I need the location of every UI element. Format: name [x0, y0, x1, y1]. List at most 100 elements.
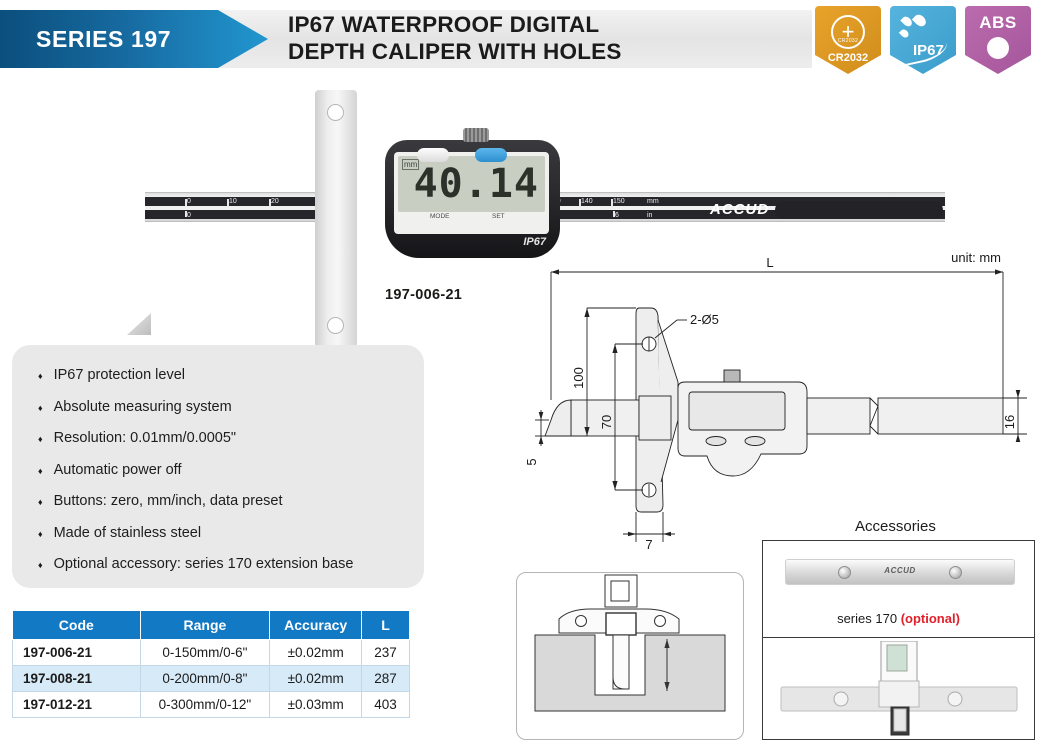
title-line-1: IP67 WATERPROOF DIGITAL [288, 12, 600, 37]
accessories-title: Accessories [855, 518, 936, 535]
feature-text: Made of stainless steel [53, 524, 202, 541]
dim-base-lip: 5 [524, 458, 539, 465]
scale-unit-inch: in [647, 212, 653, 219]
scale-left: 0 10 20 0 [145, 197, 330, 219]
lcd-display: mm 40.14 [398, 156, 545, 212]
cell-code: 197-012-21 [12, 691, 141, 718]
table-row[interactable]: 197-012-21 0-300mm/0-12" ±0.03mm 403 [12, 691, 410, 718]
cell-accuracy: ±0.02mm [269, 639, 363, 666]
base-hole-top [327, 104, 344, 121]
accessory-caption: series 170 (optional) [763, 611, 1034, 626]
accessory-series-label: series 170 [837, 611, 898, 626]
lcd-frame: mm 40.14 MODE SET [394, 152, 549, 234]
page-header: SERIES 197 IP67 WATERPROOF DIGITAL DEPTH… [0, 0, 1043, 78]
accessories-panel: ACCUD series 170 (optional) [762, 540, 1035, 740]
panel-divider [763, 637, 1034, 638]
cell-l: 287 [361, 665, 410, 692]
table-header-row: Code Range Accuracy L [12, 610, 410, 640]
cell-l: 237 [361, 639, 410, 666]
screw-icon [949, 566, 962, 579]
cell-accuracy: ±0.02mm [269, 665, 363, 692]
column-header-accuracy: Accuracy [269, 610, 363, 640]
thumb-roller-icon [463, 128, 489, 142]
digital-head-unit: mm 40.14 MODE SET IP67 [385, 128, 560, 258]
title-line-2: DEPTH CALIPER WITH HOLES [288, 39, 622, 64]
battery-badge: + CR2032 CR2032 [815, 6, 881, 74]
caliper-tip [127, 313, 151, 335]
feature-badges: + CR2032 CR2032 IP67 ABS [815, 6, 1031, 74]
dim-beam-height: 16 [1002, 415, 1017, 429]
cell-code: 197-006-21 [12, 639, 141, 666]
accessory-mounted-image [780, 641, 1018, 736]
abs-badge-label: ABS [979, 13, 1017, 32]
feature-text: Automatic power off [53, 461, 182, 478]
feature-text: Resolution: 0.01mm/0.0005" [53, 430, 237, 446]
bullet-icon: ♦ [38, 402, 43, 413]
scale-tick-label-inch: 0 [187, 212, 191, 219]
scale-tick-label: 10 [229, 198, 237, 205]
bullet-icon: ♦ [38, 465, 43, 476]
application-svg [534, 574, 726, 712]
screw-icon [838, 566, 851, 579]
feature-item: ♦ Resolution: 0.01mm/0.0005" [38, 430, 424, 446]
button-row: MODE SET [394, 213, 549, 233]
mode-button[interactable] [417, 148, 449, 162]
scale-tick-label-inch: 6 [615, 212, 619, 219]
accessory-optional-label: (optional) [900, 611, 960, 626]
dim-hole-spacing: 70 [599, 415, 614, 429]
set-button[interactable] [475, 148, 507, 162]
feature-item: ♦ Absolute measuring system [38, 399, 424, 415]
series-banner: SERIES 197 [0, 10, 268, 68]
feature-text: Absolute measuring system [53, 398, 232, 415]
set-button-label: SET [492, 213, 505, 220]
dim-overall-length: L [766, 255, 773, 270]
ip67-body-mark: IP67 [523, 236, 546, 248]
table-row[interactable]: 197-008-21 0-200mm/0-8" ±0.02mm 287 [12, 665, 410, 692]
bullet-icon: ♦ [38, 434, 43, 444]
dim-holes: 2-Ø5 [690, 312, 719, 327]
lcd-unit-indicator: mm [402, 159, 420, 170]
measuring-beam-left: 0 10 20 0 [127, 192, 330, 335]
scale-tick-label: 150 [613, 198, 625, 205]
base-hole-bottom [327, 317, 344, 334]
cell-l: 403 [361, 691, 410, 718]
extension-base-image: ACCUD [785, 559, 1015, 585]
plus-icon: + [841, 19, 855, 44]
bullet-icon: ♦ [38, 560, 43, 570]
depth-base-plate [315, 90, 357, 348]
abs-dot-icon [987, 37, 1009, 59]
feature-item: ♦ Made of stainless steel [38, 525, 424, 541]
accessory-brand-logo: ACCUD [884, 566, 916, 575]
series-label: SERIES 197 [36, 25, 172, 52]
lcd-reading: 40.14 [413, 161, 539, 207]
feature-text: Optional accessory: series 170 extension… [53, 556, 354, 572]
cell-range: 0-150mm/0-6" [139, 639, 271, 666]
cell-range: 0-200mm/0-8" [139, 665, 271, 692]
feature-item: ♦ Buttons: zero, mm/inch, data preset [38, 493, 424, 509]
bullet-icon: ♦ [38, 371, 43, 381]
bullet-icon: ♦ [38, 528, 43, 539]
dim-base-thickness: 7 [645, 537, 652, 550]
feature-item: ♦ Automatic power off [38, 462, 424, 478]
ip67-badge: IP67 [890, 6, 956, 74]
battery-badge-label: CR2032 [827, 52, 869, 64]
table-row[interactable]: 197-006-21 0-150mm/0-6" ±0.02mm 237 [12, 639, 410, 666]
abs-badge: ABS [965, 6, 1031, 74]
product-photo: 0 10 20 0 110 120 130 140 150 mm 5 6 [127, 82, 945, 348]
column-header-code: Code [12, 610, 141, 640]
beam-black-section [775, 201, 943, 219]
feature-text: IP67 protection level [53, 367, 185, 383]
scale-tick-label: 20 [271, 198, 279, 205]
dim-base-width: 100 [571, 367, 586, 389]
mode-button-label: MODE [430, 213, 450, 220]
feature-text: Buttons: zero, mm/inch, data preset [53, 493, 283, 509]
dimension-drawing-svg: L 2-Ø5 100 70 5 7 16 [524, 255, 1027, 552]
coin-cell-battery-icon: + CR2032 [831, 15, 865, 49]
application-illustration [516, 572, 744, 740]
cell-accuracy: ±0.03mm [269, 691, 363, 718]
product-model-label: 197-006-21 [385, 287, 463, 303]
technical-drawing: unit: mm [515, 250, 1043, 552]
features-panel: ♦ IP67 protection level ♦ Absolute measu… [12, 345, 424, 588]
scale-tick-label: 0 [187, 198, 191, 205]
unit-note: unit: mm [951, 250, 1001, 265]
